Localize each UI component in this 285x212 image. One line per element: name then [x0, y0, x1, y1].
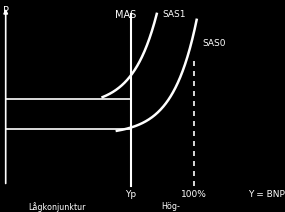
Text: Yp: Yp [125, 190, 137, 199]
Text: SAS0: SAS0 [202, 39, 226, 48]
Text: P: P [3, 6, 9, 16]
Text: MAS: MAS [115, 10, 136, 20]
Text: Hög-
konjunktur: Hög- konjunktur [150, 202, 192, 212]
Text: Y = BNP: Y = BNP [248, 190, 285, 199]
Text: 100%: 100% [181, 190, 207, 199]
Text: Lågkonjunktur: Lågkonjunktur [28, 202, 86, 212]
Text: SAS1: SAS1 [162, 10, 186, 19]
